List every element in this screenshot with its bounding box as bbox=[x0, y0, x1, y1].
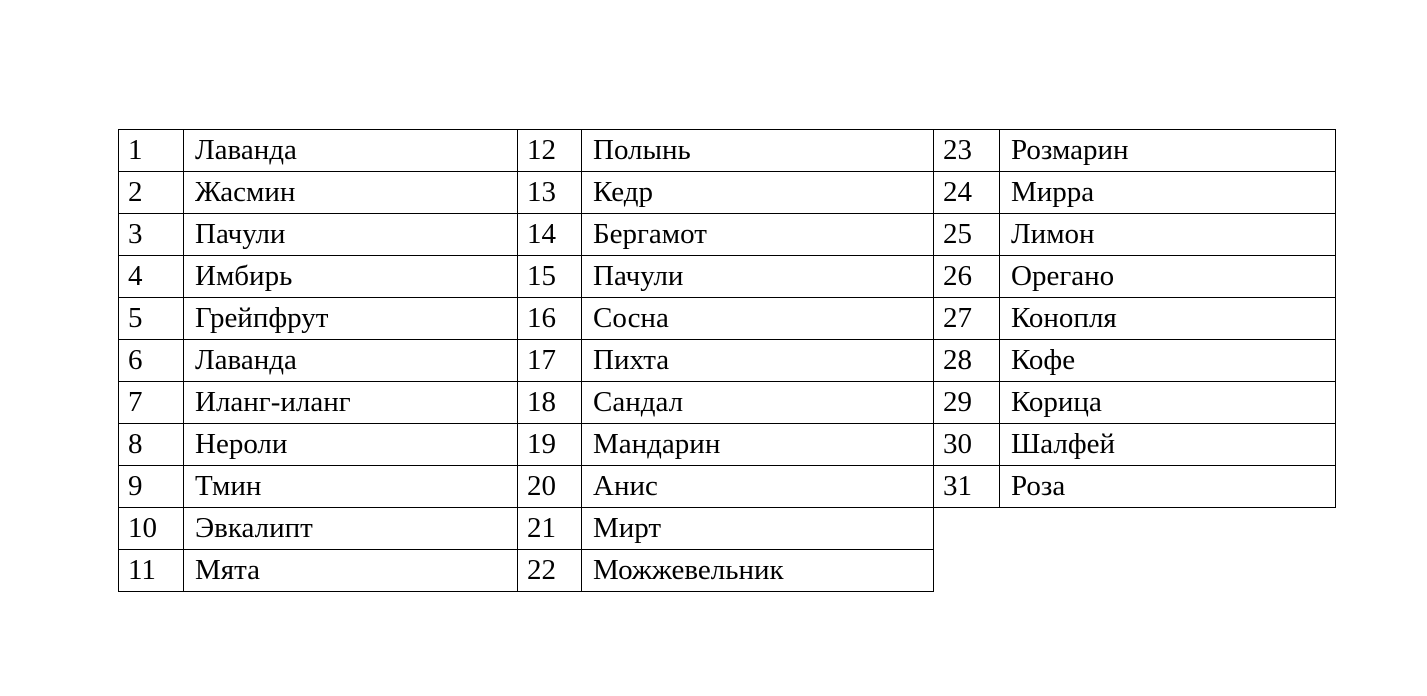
cell-name: Лаванда bbox=[183, 339, 518, 382]
empty-cell bbox=[934, 550, 1000, 592]
cell-number: 2 bbox=[118, 171, 184, 214]
cell-number: 9 bbox=[118, 465, 184, 508]
table-row: 3 Пачули 14 Бергамот 25 Лимон bbox=[118, 213, 1336, 256]
cell-name: Анис bbox=[581, 465, 934, 508]
cell-name: Имбирь bbox=[183, 255, 518, 298]
table-body: 1 Лаванда 12 Полынь 23 Розмарин 2 Жасмин 13 Кедр 2… bbox=[118, 129, 1336, 592]
cell-number: 20 bbox=[517, 465, 582, 508]
cell-name: Роза bbox=[999, 465, 1336, 508]
cell-number: 10 bbox=[118, 507, 184, 550]
cell-name: Кофе bbox=[999, 339, 1336, 382]
cell-name: Бергамот bbox=[581, 213, 934, 256]
cell-name: Тмин bbox=[183, 465, 518, 508]
cell-number: 15 bbox=[517, 255, 582, 298]
empty-cell bbox=[934, 508, 1000, 550]
cell-number: 17 bbox=[517, 339, 582, 382]
table-row: 10 Эвкалипт 21 Мирт bbox=[118, 507, 1336, 550]
cell-name: Сосна bbox=[581, 297, 934, 340]
table-row: 7 Иланг-иланг 18 Сандал 29 Корица bbox=[118, 381, 1336, 424]
table-row: 1 Лаванда 12 Полынь 23 Розмарин bbox=[118, 129, 1336, 172]
cell-name: Кедр bbox=[581, 171, 934, 214]
cell-number: 31 bbox=[933, 465, 1000, 508]
cell-name: Пачули bbox=[183, 213, 518, 256]
cell-number: 22 bbox=[517, 549, 582, 592]
cell-name: Пихта bbox=[581, 339, 934, 382]
cell-number: 25 bbox=[933, 213, 1000, 256]
cell-number: 7 bbox=[118, 381, 184, 424]
cell-number: 24 bbox=[933, 171, 1000, 214]
empty-cell bbox=[1000, 508, 1336, 550]
cell-name: Розмарин bbox=[999, 129, 1336, 172]
cell-number: 4 bbox=[118, 255, 184, 298]
cell-number: 29 bbox=[933, 381, 1000, 424]
cell-number: 26 bbox=[933, 255, 1000, 298]
table-row: 8 Нероли 19 Мандарин 30 Шалфей bbox=[118, 423, 1336, 466]
table-row: 6 Лаванда 17 Пихта 28 Кофе bbox=[118, 339, 1336, 382]
cell-number: 18 bbox=[517, 381, 582, 424]
cell-name: Лаванда bbox=[183, 129, 518, 172]
cell-name: Орегано bbox=[999, 255, 1336, 298]
cell-name: Мирра bbox=[999, 171, 1336, 214]
cell-number: 19 bbox=[517, 423, 582, 466]
cell-name: Сандал bbox=[581, 381, 934, 424]
cell-name: Мята bbox=[183, 549, 518, 592]
cell-number: 28 bbox=[933, 339, 1000, 382]
empty-cell bbox=[1000, 550, 1336, 592]
cell-name: Конопля bbox=[999, 297, 1336, 340]
table-row: 5 Грейпфрут 16 Сосна 27 Конопля bbox=[118, 297, 1336, 340]
cell-name: Лимон bbox=[999, 213, 1336, 256]
cell-name: Можжевельник bbox=[581, 549, 934, 592]
cell-name: Полынь bbox=[581, 129, 934, 172]
cell-name: Мандарин bbox=[581, 423, 934, 466]
cell-number: 8 bbox=[118, 423, 184, 466]
cell-number: 14 bbox=[517, 213, 582, 256]
cell-number: 23 bbox=[933, 129, 1000, 172]
table-row: 4 Имбирь 15 Пачули 26 Орегано bbox=[118, 255, 1336, 298]
cell-number: 27 bbox=[933, 297, 1000, 340]
cell-number: 1 bbox=[118, 129, 184, 172]
cell-number: 6 bbox=[118, 339, 184, 382]
table-row: 2 Жасмин 13 Кедр 24 Мирра bbox=[118, 171, 1336, 214]
cell-name: Пачули bbox=[581, 255, 934, 298]
essential-oils-table: 1 Лаванда 12 Полынь 23 Розмарин 2 Жасмин 13 Кедр 2… bbox=[118, 129, 1336, 592]
cell-number: 13 bbox=[517, 171, 582, 214]
cell-name: Жасмин bbox=[183, 171, 518, 214]
table-row: 9 Тмин 20 Анис 31 Роза bbox=[118, 465, 1336, 508]
cell-name: Эвкалипт bbox=[183, 507, 518, 550]
cell-number: 30 bbox=[933, 423, 1000, 466]
cell-number: 16 bbox=[517, 297, 582, 340]
cell-name: Грейпфрут bbox=[183, 297, 518, 340]
cell-name: Мирт bbox=[581, 507, 934, 550]
cell-number: 11 bbox=[118, 549, 184, 592]
cell-name: Корица bbox=[999, 381, 1336, 424]
cell-name: Нероли bbox=[183, 423, 518, 466]
cell-number: 5 bbox=[118, 297, 184, 340]
cell-number: 21 bbox=[517, 507, 582, 550]
cell-name: Иланг-иланг bbox=[183, 381, 518, 424]
cell-name: Шалфей bbox=[999, 423, 1336, 466]
cell-number: 3 bbox=[118, 213, 184, 256]
table-row: 11 Мята 22 Можжевельник bbox=[118, 549, 1336, 592]
cell-number: 12 bbox=[517, 129, 582, 172]
